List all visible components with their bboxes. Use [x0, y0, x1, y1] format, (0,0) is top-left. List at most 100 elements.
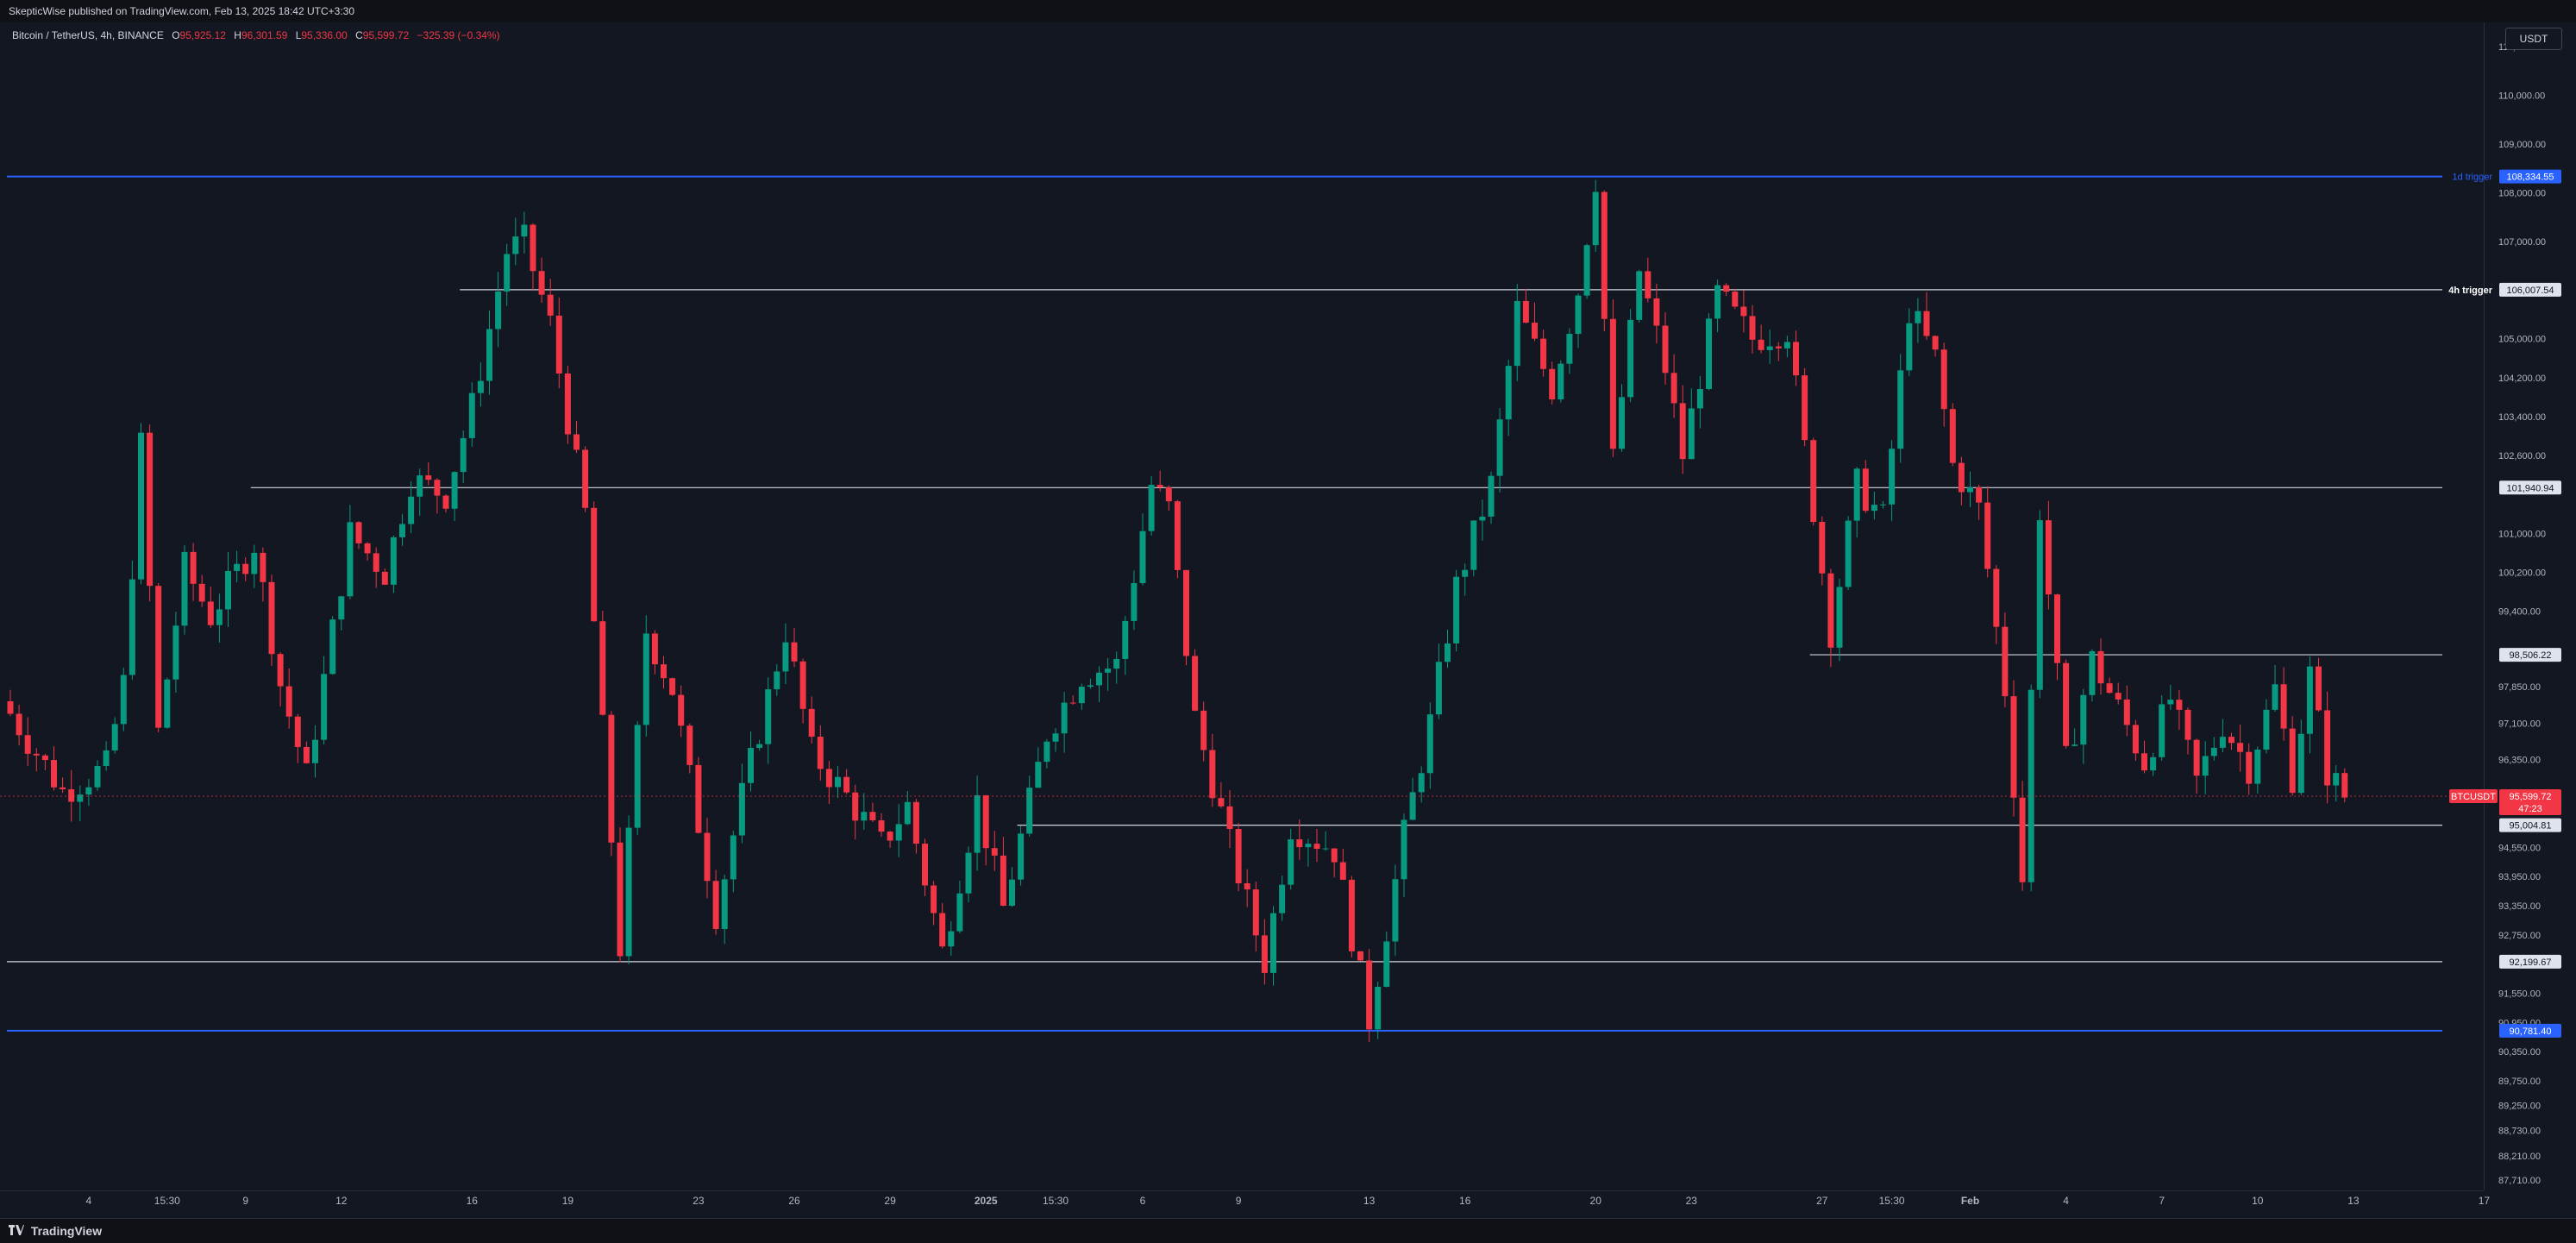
candle-body	[1139, 530, 1146, 583]
candle-body	[817, 737, 824, 769]
level-tag-background	[2499, 954, 2561, 969]
candle-body	[1871, 505, 1877, 512]
candle-body	[321, 674, 328, 740]
candle-body	[2184, 709, 2191, 740]
candle-body	[1923, 311, 1930, 336]
candle-body	[190, 551, 197, 584]
candle-body	[1174, 501, 1181, 570]
low-label: L	[295, 29, 302, 41]
candle-body	[2202, 756, 2209, 776]
candle-body	[2237, 743, 2244, 752]
candle-body	[738, 782, 745, 836]
candle-body	[399, 524, 405, 537]
candle-body	[1696, 388, 1703, 409]
candle-body	[1670, 373, 1677, 404]
candle-body	[1366, 960, 1373, 1030]
candle-body	[1958, 462, 1965, 493]
candle-body	[2324, 710, 2331, 786]
current-price-marker: BTCUSDT 95,599.72 47:23	[0, 789, 2561, 816]
close-value: 95,599.72	[362, 29, 410, 41]
candle-body	[486, 329, 492, 381]
candle-body	[2010, 696, 2017, 798]
tradingview-logo[interactable]: TradingView	[9, 1224, 102, 1238]
price-tick-label: 101,000.00	[2498, 529, 2546, 539]
candle-body	[277, 654, 284, 687]
candle-body	[1026, 788, 1033, 834]
candle-body	[1732, 292, 1739, 307]
candle-series	[7, 179, 2348, 1042]
candle-body	[2210, 747, 2217, 756]
close-label: C	[355, 29, 363, 41]
candle-body	[878, 819, 885, 832]
candle-body	[547, 294, 554, 316]
open-label: O	[172, 29, 180, 41]
candle-body	[625, 827, 632, 957]
candle-body	[417, 475, 423, 497]
candle-body	[1401, 819, 1407, 880]
candle-body	[164, 679, 171, 728]
price-tick-label: 105,000.00	[2498, 335, 2546, 345]
candle-body	[1575, 295, 1582, 335]
candle-body	[695, 764, 702, 833]
candle-body	[1279, 884, 1286, 913]
candle-body	[1209, 750, 1216, 799]
low-value: 95,336.00	[301, 29, 348, 41]
candle-body	[260, 552, 266, 582]
price-tick-label: 89,750.00	[2498, 1077, 2541, 1087]
price-tick-label: 87,710.00	[2498, 1176, 2541, 1186]
price-tick-label: 94,550.00	[2498, 843, 2541, 853]
price-tick-label: 107,000.00	[2498, 237, 2546, 248]
candle-body	[617, 842, 624, 957]
level-tag-label: 95,004.81	[2510, 821, 2552, 832]
time-tick-label: 13	[2347, 1195, 2360, 1207]
time-axis[interactable]	[0, 1190, 2484, 1219]
candle-body	[338, 596, 345, 620]
candle-body	[2150, 756, 2157, 771]
candle-body	[704, 832, 711, 882]
candle-body	[234, 563, 241, 571]
candle-body	[1993, 568, 2000, 627]
candle-body	[1496, 419, 1503, 476]
candle-body	[155, 586, 162, 728]
high-value: 96,301.59	[241, 29, 288, 41]
candle-body	[1653, 298, 1660, 326]
candle-body	[451, 472, 458, 509]
candle-body	[16, 713, 22, 736]
candle-body	[2333, 773, 2340, 786]
candle-body	[355, 522, 362, 543]
candle-body	[1915, 311, 1921, 323]
price-tick-label: 110,000.00	[2498, 91, 2545, 102]
chart-pane[interactable]	[0, 22, 2484, 1190]
candle-body	[1192, 656, 1199, 711]
candle-body	[661, 664, 667, 679]
candle-body	[564, 374, 571, 435]
candle-body	[24, 735, 31, 754]
candle-body	[2316, 666, 2322, 711]
candle-body	[1532, 323, 1538, 339]
time-tick-label: 13	[1363, 1195, 1376, 1207]
candle-body	[1445, 643, 1451, 662]
price-tick-label: 93,350.00	[2498, 901, 2541, 912]
symbol-tag-label: BTCUSDT	[2451, 792, 2496, 802]
candle-body	[2080, 694, 2087, 745]
time-tick-label: 15:30	[1879, 1195, 1905, 1207]
level-tag-label: 90,781.40	[2510, 1026, 2552, 1037]
candle-body	[852, 792, 859, 821]
time-tick-label: 16	[467, 1195, 479, 1207]
candle-body	[825, 769, 832, 788]
price-ticks: 111,000.00110,000.00109,000.00108,000.00…	[2498, 42, 2546, 1186]
candle-body	[686, 725, 693, 765]
candle-body	[181, 551, 188, 626]
candle-body	[1940, 349, 1947, 410]
candle-body	[1566, 334, 1573, 364]
candle-body	[120, 675, 127, 725]
price-axis[interactable]	[2484, 22, 2576, 1190]
candle-body	[1313, 844, 1320, 850]
candle-body	[887, 832, 893, 841]
candle-body	[2167, 700, 2174, 705]
time-tick-label: 4	[2063, 1195, 2069, 1207]
currency-selector-button[interactable]: USDT	[2505, 28, 2562, 50]
candle-body	[1740, 306, 1747, 317]
candle-body	[2054, 594, 2060, 663]
